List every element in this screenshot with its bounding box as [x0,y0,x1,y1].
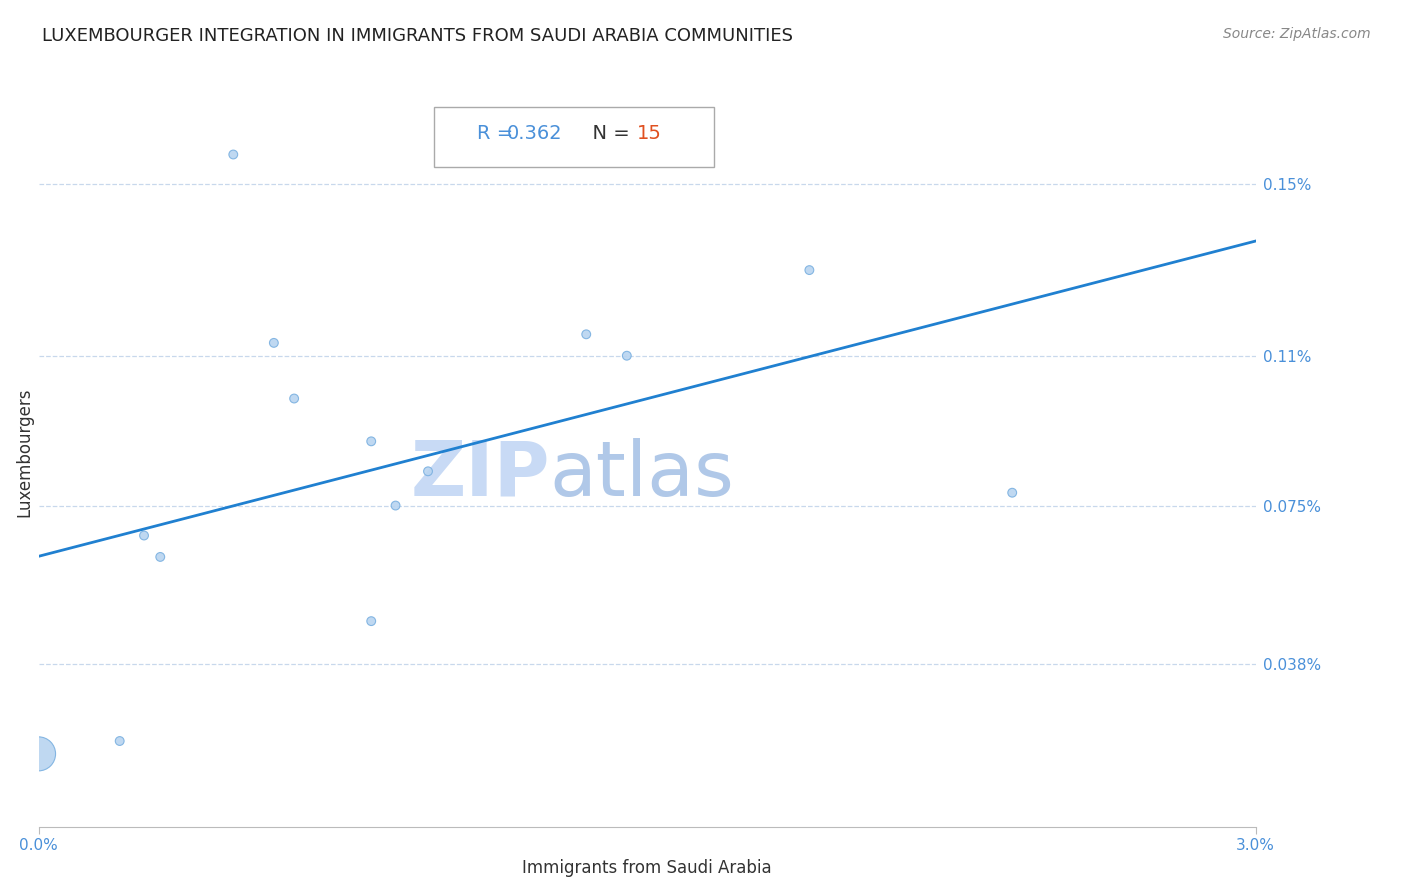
Text: LUXEMBOURGER INTEGRATION IN IMMIGRANTS FROM SAUDI ARABIA COMMUNITIES: LUXEMBOURGER INTEGRATION IN IMMIGRANTS F… [42,27,793,45]
Point [360,434,382,449]
Point [1001,485,1024,500]
FancyBboxPatch shape [434,107,714,168]
Point [384,499,406,513]
Point [222,147,245,161]
X-axis label: Immigrants from Saudi Arabia: Immigrants from Saudi Arabia [522,859,772,877]
Text: N =: N = [581,124,636,143]
Text: R =: R = [477,124,519,143]
Text: 0.362: 0.362 [508,124,562,143]
Text: Source: ZipAtlas.com: Source: ZipAtlas.com [1223,27,1371,41]
Text: atlas: atlas [550,437,734,511]
Point [799,263,821,277]
Point [263,335,285,350]
Point [283,392,305,406]
Point [416,464,439,478]
Text: 15: 15 [637,124,662,143]
Point [108,734,131,748]
Point [149,549,172,564]
Point [575,327,598,342]
Point [27,747,49,761]
Point [132,528,155,542]
Y-axis label: Luxembourgers: Luxembourgers [15,387,32,516]
Text: ZIP: ZIP [411,437,550,511]
Point [360,614,382,628]
Point [616,349,638,363]
